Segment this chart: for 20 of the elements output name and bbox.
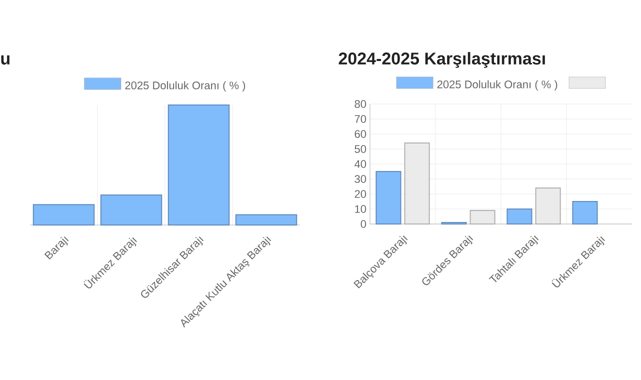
- legend-label: 2025 Doluluk Oranı ( % ): [125, 81, 246, 92]
- bar: [506, 208, 532, 224]
- bar: [100, 194, 162, 226]
- y-tick-label: 80: [354, 100, 366, 108]
- y-tick-label: 50: [354, 145, 366, 153]
- y-tick-label: 10: [355, 205, 366, 213]
- bar: [168, 104, 230, 226]
- y-tick-label: 30: [354, 175, 366, 183]
- y-tick-label: 70: [354, 115, 366, 123]
- bar: [32, 204, 95, 226]
- y-tick-label: 40: [354, 160, 366, 168]
- bar: [572, 201, 598, 224]
- chart-title: u: [1, 55, 10, 65]
- bar: [235, 214, 298, 226]
- legend-label: 2025 Doluluk Oranı ( % ): [437, 80, 558, 90]
- y-tick-label: 0: [360, 220, 366, 228]
- chart-title: 2024-2025 Karşılaştırması: [338, 52, 545, 68]
- y-tick-label: 60: [354, 130, 366, 138]
- bar: [376, 171, 402, 224]
- y-tick-label: 20: [354, 190, 366, 198]
